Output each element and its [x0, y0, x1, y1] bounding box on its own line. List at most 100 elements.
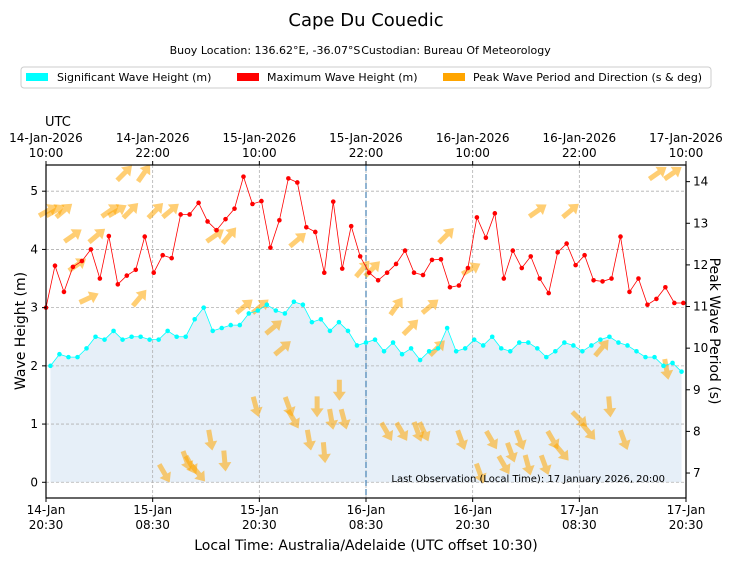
x-top-tick-time: 22:00	[135, 146, 170, 160]
peak-period-arrow	[527, 204, 547, 219]
peak-period-arrow	[234, 299, 253, 315]
x-bottom-tick-date: 15-Jan	[133, 503, 172, 517]
hsig-point	[381, 348, 387, 354]
x-top-tick-date: 15-Jan-2026	[329, 131, 403, 145]
y-left-label: Wave Height (m)	[13, 272, 29, 390]
hmax-point	[519, 265, 525, 271]
peak-period-arrow	[455, 429, 468, 451]
hmax-point	[483, 235, 489, 241]
hmax-point	[241, 174, 246, 179]
peak-period-arrow	[325, 408, 339, 430]
peak-period-arrow	[379, 421, 394, 441]
arrow-shape	[496, 454, 511, 475]
hmax-point	[339, 266, 345, 271]
peak-period-arrow	[618, 429, 631, 451]
hmax-point	[546, 290, 551, 296]
hsig-point	[562, 340, 567, 345]
hsig-point	[246, 311, 252, 316]
hsig-point	[652, 354, 657, 360]
hsig-point	[489, 334, 495, 340]
hmax-point	[384, 270, 390, 276]
hmax-point	[438, 257, 444, 262]
peak-period-arrow	[505, 441, 518, 463]
arrow-shape	[455, 429, 468, 451]
peak-period-arrow	[401, 319, 419, 337]
hmax-point	[456, 283, 462, 288]
hsig-point	[480, 343, 486, 348]
peak-period-arrow	[87, 228, 106, 245]
arrow-shape	[63, 229, 82, 244]
hsig-point	[390, 340, 396, 345]
arrow-shape	[130, 289, 147, 308]
arrow-shape	[273, 341, 291, 357]
peak-period-arrow	[310, 396, 324, 418]
left-axis: 0 1 2 3 4 5	[30, 184, 46, 489]
hmax-point	[160, 252, 165, 258]
hsig-point	[84, 346, 89, 351]
arrow-shape	[505, 441, 518, 463]
y-left-tick-label: 3	[30, 301, 38, 315]
y-left-tick-label: 0	[30, 475, 38, 489]
hsig-point	[679, 369, 684, 374]
arrow-shape	[87, 228, 106, 245]
hsig-point	[471, 337, 477, 342]
x-top-tick-time: 22:00	[562, 146, 597, 160]
hsig-point	[462, 346, 468, 351]
legend-frame	[20, 66, 712, 89]
peak-period-arrow	[388, 297, 403, 317]
hmax-point	[187, 212, 192, 217]
peak-period-arrow	[78, 291, 99, 305]
hmax-point	[402, 248, 408, 253]
hsig-point	[399, 351, 405, 357]
peak-period-arrow	[189, 463, 206, 482]
legend-swatch-hmax	[237, 73, 259, 81]
peak-period-arrow	[273, 341, 291, 357]
x-top-tick-date: 14-Jan-2026	[9, 131, 83, 145]
arrow-shape	[570, 410, 588, 427]
x-top-tick-time: 10:00	[242, 146, 277, 160]
arrow-shape	[514, 429, 527, 451]
arrow-shape	[218, 450, 232, 472]
x-axis-label: Local Time: Australia/Adelaide (UTC offs…	[194, 538, 537, 554]
hsig-point	[634, 348, 639, 354]
y-left-tick-label: 5	[30, 184, 38, 198]
hsig-point	[57, 351, 62, 357]
arrow-shape	[135, 164, 151, 183]
arrow-shape	[204, 429, 218, 451]
hmax-point	[681, 300, 686, 306]
arrow-shape	[338, 408, 351, 430]
hsig-point	[580, 348, 585, 354]
hsig-point	[327, 328, 333, 334]
arrow-shape	[189, 463, 206, 482]
arrow-shape	[379, 421, 394, 441]
x-top-tick-date: 16-Jan-2026	[436, 131, 510, 145]
hsig-point	[426, 348, 432, 354]
legend: Significant Wave Height (m) Maximum Wave…	[20, 66, 712, 89]
hmax-point	[295, 180, 300, 185]
hsig-point	[589, 343, 594, 348]
hsig-point	[625, 343, 630, 348]
hsig-point	[408, 346, 414, 351]
hmax-point	[366, 270, 372, 276]
hsig-point	[156, 337, 161, 342]
x-top-tick-time: 22:00	[349, 146, 384, 160]
hmax-point	[492, 211, 498, 216]
x-bottom-tick-date: 16-Jan	[453, 503, 492, 517]
peak-period-arrow	[157, 463, 171, 483]
hsig-point	[372, 337, 378, 342]
hsig-point	[255, 308, 261, 313]
x-bottom-tick-date: 14-Jan	[27, 503, 66, 517]
hsig-point	[345, 328, 351, 334]
hmax-point	[537, 276, 543, 281]
bottom-axis: 14-Jan20:3015-Jan08:3015-Jan20:3016-Jan0…	[27, 498, 705, 532]
x-bottom-tick-time: 08:30	[562, 518, 597, 532]
peak-period-arrows	[37, 164, 682, 484]
hsig-point	[598, 337, 603, 342]
peak-period-arrow	[354, 260, 370, 279]
y-left-tick-label: 1	[30, 417, 38, 431]
hsig-point	[75, 354, 80, 360]
hmax-point	[528, 254, 534, 259]
arrow-shape	[100, 204, 120, 219]
hsig-point	[670, 360, 675, 366]
arrow-shape	[388, 297, 403, 317]
